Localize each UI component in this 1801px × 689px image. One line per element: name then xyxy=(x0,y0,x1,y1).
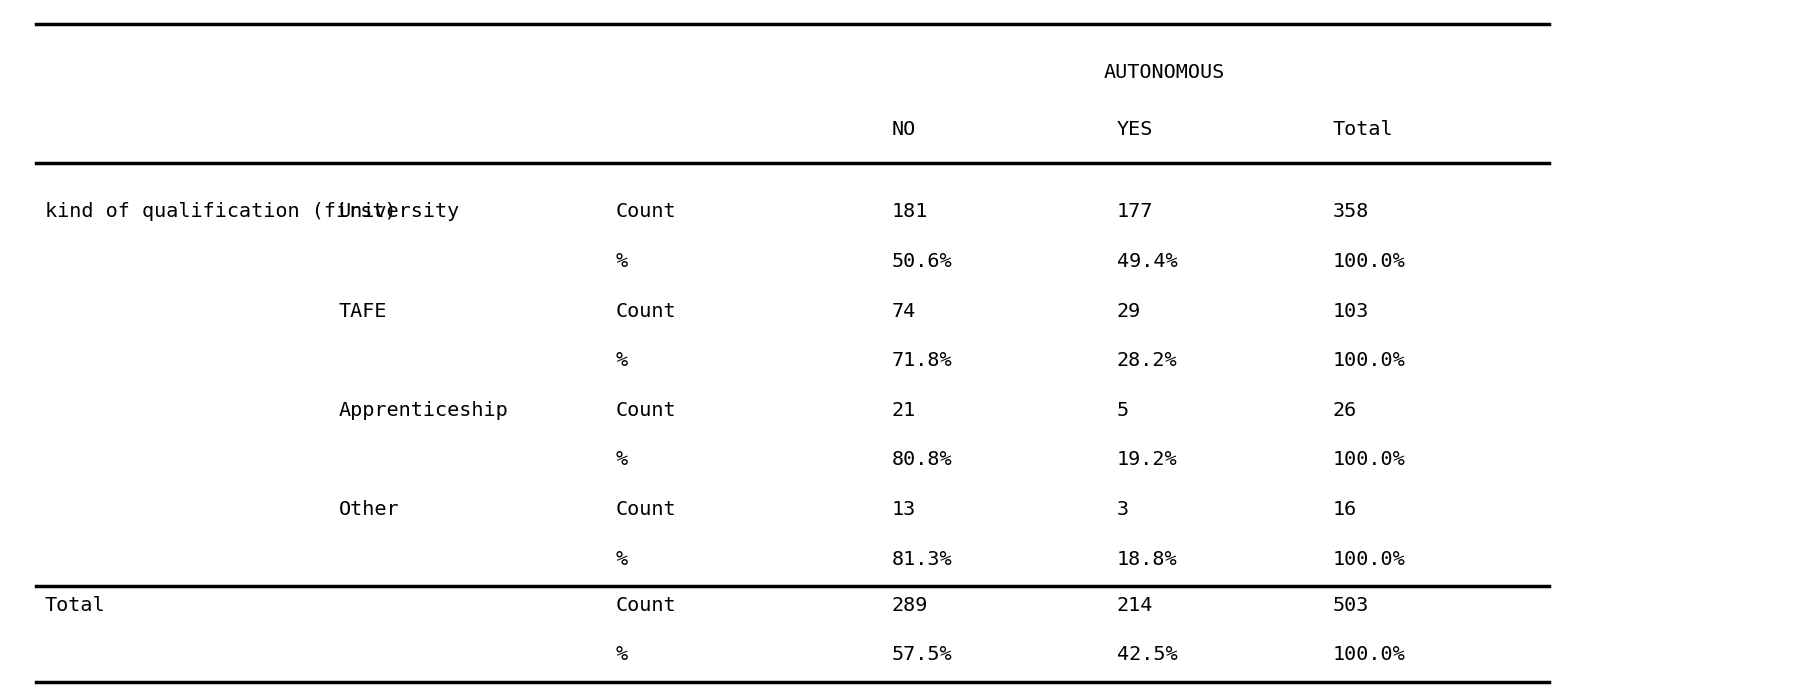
Text: 50.6%: 50.6% xyxy=(891,252,953,271)
Text: 71.8%: 71.8% xyxy=(891,351,953,370)
Text: 503: 503 xyxy=(1333,596,1369,615)
Text: 49.4%: 49.4% xyxy=(1117,252,1178,271)
Text: Count: Count xyxy=(616,203,675,221)
Text: Total: Total xyxy=(45,596,104,615)
Text: 214: 214 xyxy=(1117,596,1153,615)
Text: 29: 29 xyxy=(1117,302,1140,320)
Text: 100.0%: 100.0% xyxy=(1333,550,1405,568)
Text: 42.5%: 42.5% xyxy=(1117,646,1178,664)
Text: 358: 358 xyxy=(1333,203,1369,221)
Text: Total: Total xyxy=(1333,120,1394,138)
Text: University: University xyxy=(339,203,459,221)
Text: 103: 103 xyxy=(1333,302,1369,320)
Text: Count: Count xyxy=(616,500,675,519)
Text: 81.3%: 81.3% xyxy=(891,550,953,568)
Text: 13: 13 xyxy=(891,500,917,519)
Text: 16: 16 xyxy=(1333,500,1356,519)
Text: Count: Count xyxy=(616,401,675,420)
Text: 80.8%: 80.8% xyxy=(891,451,953,469)
Text: %: % xyxy=(616,252,627,271)
Text: AUTONOMOUS: AUTONOMOUS xyxy=(1104,63,1225,83)
Text: %: % xyxy=(616,451,627,469)
Text: 181: 181 xyxy=(891,203,928,221)
Text: 19.2%: 19.2% xyxy=(1117,451,1178,469)
Text: TAFE: TAFE xyxy=(339,302,387,320)
Text: 100.0%: 100.0% xyxy=(1333,646,1405,664)
Text: 21: 21 xyxy=(891,401,917,420)
Text: 26: 26 xyxy=(1333,401,1356,420)
Text: %: % xyxy=(616,351,627,370)
Text: %: % xyxy=(616,646,627,664)
Text: 100.0%: 100.0% xyxy=(1333,252,1405,271)
Text: 57.5%: 57.5% xyxy=(891,646,953,664)
Text: 18.8%: 18.8% xyxy=(1117,550,1178,568)
Text: kind of qualification (first): kind of qualification (first) xyxy=(45,203,396,221)
Text: Count: Count xyxy=(616,302,675,320)
Text: 100.0%: 100.0% xyxy=(1333,351,1405,370)
Text: Other: Other xyxy=(339,500,400,519)
Text: 289: 289 xyxy=(891,596,928,615)
Text: Count: Count xyxy=(616,596,675,615)
Text: 28.2%: 28.2% xyxy=(1117,351,1178,370)
Text: 177: 177 xyxy=(1117,203,1153,221)
Text: 74: 74 xyxy=(891,302,917,320)
Text: 3: 3 xyxy=(1117,500,1129,519)
Text: 100.0%: 100.0% xyxy=(1333,451,1405,469)
Text: Apprenticeship: Apprenticeship xyxy=(339,401,508,420)
Text: NO: NO xyxy=(891,120,917,138)
Text: %: % xyxy=(616,550,627,568)
Text: YES: YES xyxy=(1117,120,1153,138)
Text: 5: 5 xyxy=(1117,401,1129,420)
